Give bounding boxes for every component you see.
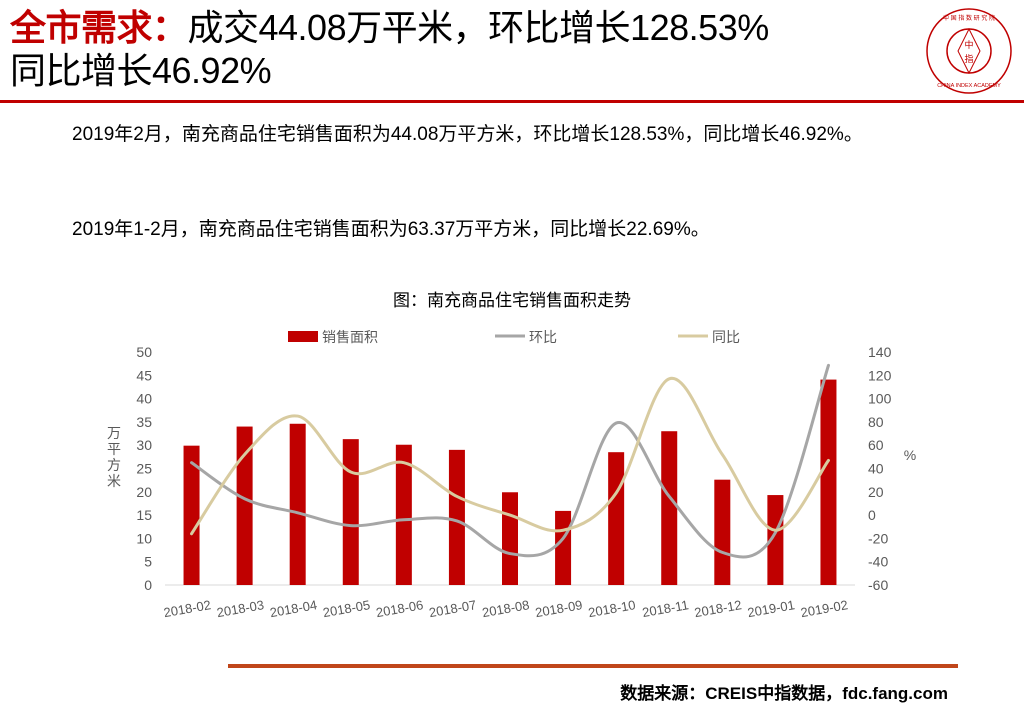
right-tick-label: -20 [868,530,888,546]
bottom-divider [228,664,958,668]
left-axis-label: 米 [107,473,121,489]
series-line-mom [190,363,830,559]
category-label: 2018-03 [216,597,266,620]
slide-title: 全市需求：成交44.08万平米，环比增长128.53% 同比增长46.92% [10,6,910,92]
title-line2: 同比增长46.92% [10,50,272,91]
category-label: 2018-08 [481,597,531,620]
bar [820,379,837,585]
chart-title: 图：南充商品住宅销售面积走势 [393,291,631,310]
bar [236,426,253,585]
right-tick-label: 0 [868,507,876,523]
left-tick-label: 0 [144,577,152,593]
category-label: 2018-12 [693,597,743,620]
bar [608,452,625,585]
right-tick-label: 140 [868,344,892,360]
left-tick-label: 50 [136,344,152,360]
logo-top-text: 中 国 指 数 研 究 院 [943,14,995,22]
left-axis-label: 平 [107,441,121,457]
title-rest: 成交44.08万平米，环比增长128.53% [187,7,770,48]
logo-ring-text: CHINA INDEX ACADEMY [937,83,1001,89]
left-tick-label: 5 [144,554,152,570]
left-tick-label: 30 [136,437,152,453]
category-label: 2018-06 [375,597,425,620]
left-tick-label: 25 [136,461,152,477]
china-index-academy-logo: 中 指 中 国 指 数 研 究 院 CHINA INDEX ACADEMY [926,8,1012,94]
category-label: 2018-07 [428,597,478,620]
paragraph-2-text: 2019年1-2月，南充商品住宅销售面积为63.37万平方米，同比增长22.69… [72,219,710,240]
right-tick-label: 40 [868,461,884,477]
left-tick-label: 10 [136,530,152,546]
paragraph-1: 2019年2月，南充商品住宅销售面积为44.08万平方米，环比增长128.53%… [36,115,1006,154]
logo-char-top: 中 [964,39,973,50]
bar [342,439,359,585]
right-tick-label: 120 [868,367,892,383]
right-tick-label: -40 [868,554,888,570]
paragraph-1-text: 2019年2月，南充商品住宅销售面积为44.08万平方米，环比增长128.53%… [72,124,863,145]
category-label: 2018-09 [534,597,584,620]
left-axis-label: 方 [107,457,121,473]
right-tick-label: -60 [868,577,888,593]
legend-swatch [288,331,318,342]
legend-label: 环比 [529,329,557,345]
category-label: 2019-01 [746,597,796,620]
right-tick-label: 80 [868,414,884,430]
left-axis-label: 万 [107,425,121,441]
right-tick-label: 20 [868,484,884,500]
bar [555,510,572,585]
bar [767,495,784,585]
left-tick-label: 45 [136,367,152,383]
category-label: 2018-05 [322,597,372,620]
right-axis-label: % [904,447,916,463]
legend-label: 销售面积 [322,329,378,345]
legend-label: 同比 [712,329,740,345]
bar [395,444,412,585]
bar [502,492,518,585]
category-label: 2018-04 [269,597,319,620]
category-label: 2018-02 [162,597,212,620]
bar [448,449,465,585]
left-tick-label: 40 [136,391,152,407]
title-highlight: 全市需求： [10,7,188,48]
category-label: 2019-02 [799,597,849,620]
right-tick-label: 100 [868,391,892,407]
left-tick-label: 20 [136,484,152,500]
category-label: 2018-11 [641,597,690,620]
bar [289,423,306,585]
series-line-yoy [190,377,830,536]
data-source: 数据来源：CREIS中指数据，fdc.fang.com [620,684,948,703]
logo-char-bottom: 指 [964,53,973,64]
bar [183,445,200,585]
left-tick-label: 35 [136,414,152,430]
bar [661,431,678,585]
left-tick-label: 15 [136,507,152,523]
title-divider [0,100,1024,103]
category-label: 2018-10 [587,597,637,620]
bar [714,479,731,585]
paragraph-2: 2019年1-2月，南充商品住宅销售面积为63.37万平方米，同比增长22.69… [36,210,1006,249]
right-tick-label: 60 [868,437,884,453]
